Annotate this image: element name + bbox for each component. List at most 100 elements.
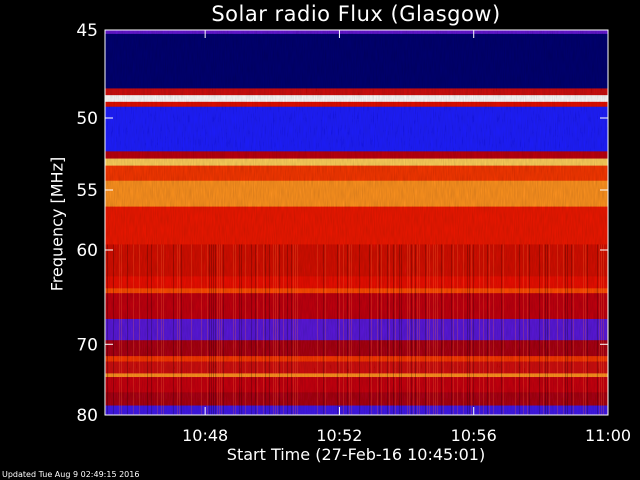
striation-line [191, 244, 192, 415]
striation-line [413, 244, 414, 415]
striation-line [399, 244, 400, 415]
spectrum-band-1 [105, 33, 608, 89]
striation-line [573, 244, 574, 415]
spectrum-band-6 [105, 151, 608, 160]
spectrum-band-11 [105, 244, 608, 277]
striation-line [437, 244, 438, 415]
striation-line [291, 244, 292, 415]
striation-line [239, 244, 240, 415]
striation-line [339, 244, 340, 415]
y-tick-label: 50 [76, 109, 98, 129]
y-axis: 45 50 55 60 70 80 [76, 21, 608, 426]
striation-line [453, 244, 454, 415]
spectrum-band-20 [105, 377, 608, 393]
striation-line [401, 244, 402, 415]
striation-line [425, 244, 426, 415]
striation-line [407, 244, 408, 415]
striation-line [387, 244, 388, 415]
striation-line [433, 244, 434, 415]
striation-line [565, 244, 566, 415]
striation-line [603, 244, 604, 415]
striation-line [529, 244, 530, 415]
x-axis-label: Start Time (27-Feb-16 10:45:01) [226, 445, 486, 464]
y-tick-label: 55 [76, 181, 98, 201]
striation-line [201, 244, 202, 415]
x-tick-label: 10:48 [182, 426, 228, 445]
striation-line [523, 244, 524, 415]
spectrum-band-17 [105, 356, 608, 363]
striation-line [241, 244, 242, 415]
striation-line [293, 244, 294, 415]
striation-line [427, 244, 428, 415]
spectrum-band-9 [105, 180, 608, 208]
striation-line [489, 244, 490, 415]
striation-line [557, 244, 558, 415]
striation-line [217, 244, 218, 415]
striation-line [411, 244, 412, 415]
striation-line [279, 244, 280, 415]
striation-line [343, 244, 344, 415]
spectrum-band-12 [105, 276, 608, 289]
spectrum-band-0 [105, 30, 608, 35]
striation-line [519, 244, 520, 415]
striation-line [127, 244, 128, 415]
spectrum-band-16 [105, 340, 608, 357]
striation-line [515, 244, 516, 415]
striation-line [583, 244, 584, 415]
striation-line [257, 244, 258, 415]
striation-line [599, 244, 600, 415]
striation-line [463, 244, 464, 415]
striation-line [133, 244, 134, 415]
striation-line [389, 244, 390, 415]
striation-line [157, 244, 158, 415]
striation-line [251, 244, 252, 415]
striation-line [113, 244, 114, 415]
striation-line [371, 244, 372, 415]
x-tick-label: 10:56 [451, 426, 497, 445]
striation-line [221, 244, 222, 415]
striation-line [503, 244, 504, 415]
striation-line [377, 244, 378, 415]
striation-line [287, 244, 288, 415]
striation-line [457, 244, 458, 415]
striation-line [277, 244, 278, 415]
striation-line [467, 244, 468, 415]
spectrum-band-15 [105, 318, 608, 341]
striation-line [161, 244, 162, 415]
striation-line [265, 244, 266, 415]
striation-line [369, 244, 370, 415]
striation-line [347, 244, 348, 415]
striation-line [233, 244, 234, 415]
spectrum-band-21 [105, 392, 608, 407]
striation-line [379, 244, 380, 415]
spectrum-band-10 [105, 206, 608, 245]
striation-line [139, 244, 140, 415]
striation-line [119, 244, 120, 415]
striation-line [545, 244, 546, 415]
spectrum-band-7 [105, 158, 608, 167]
spectrogram-bands [105, 30, 608, 415]
striation-line [487, 244, 488, 415]
striation-line [295, 244, 296, 415]
striation-line [359, 244, 360, 415]
striation-line [493, 244, 494, 415]
striation-line [393, 244, 394, 415]
x-axis: 10:48 10:52 10:56 11:00 [182, 30, 631, 445]
striation-line [527, 244, 528, 415]
striation-line [283, 244, 284, 415]
striation-line [473, 244, 474, 415]
striation-line [479, 244, 480, 415]
striation-line [597, 244, 598, 415]
x-tick-label: 10:52 [316, 426, 362, 445]
striation-line [275, 244, 276, 415]
striation-line [173, 244, 174, 415]
striation-line [213, 244, 214, 415]
striation-line [547, 244, 548, 415]
x-tick-label: 11:00 [585, 426, 631, 445]
striation-line [567, 244, 568, 415]
y-tick-label: 80 [76, 406, 98, 426]
spectrum-band-19 [105, 373, 608, 378]
striation-line [177, 244, 178, 415]
striation-line [469, 244, 470, 415]
striation-line [223, 244, 224, 415]
